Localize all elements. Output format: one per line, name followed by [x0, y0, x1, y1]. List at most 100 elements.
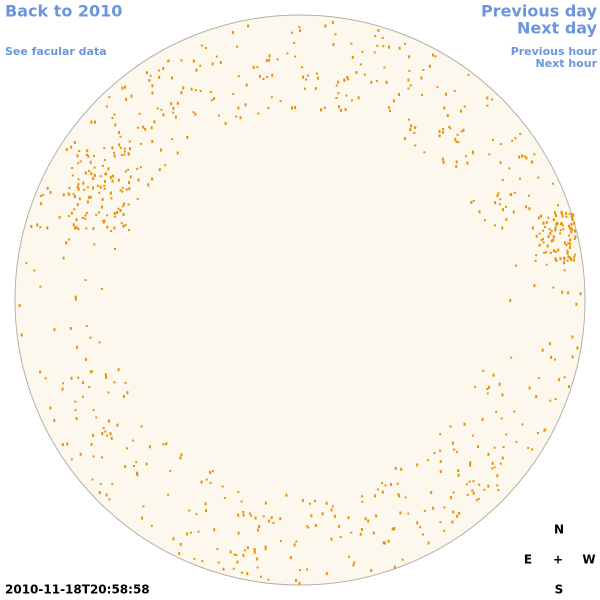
facula: [566, 249, 569, 253]
facula: [148, 79, 151, 82]
facula: [558, 378, 561, 382]
facula: [101, 456, 104, 459]
facula: [397, 493, 400, 496]
facula: [543, 428, 546, 432]
facula: [249, 512, 251, 515]
facula: [554, 228, 557, 232]
facula: [340, 108, 342, 112]
facula: [109, 191, 112, 195]
facula: [176, 101, 179, 105]
facula: [375, 514, 378, 518]
facula: [439, 460, 442, 464]
facula: [423, 509, 426, 512]
facula: [223, 497, 226, 499]
facula: [285, 493, 288, 497]
facula: [573, 221, 576, 225]
facula: [422, 533, 424, 536]
facula: [439, 433, 442, 436]
facula: [74, 297, 77, 301]
facula: [457, 469, 460, 473]
facula: [142, 505, 145, 508]
facula: [85, 153, 88, 156]
facula: [78, 197, 81, 201]
facula: [172, 537, 175, 541]
facula: [192, 59, 195, 63]
facula: [432, 54, 435, 57]
facula: [308, 502, 311, 505]
facula: [501, 179, 504, 181]
facula: [103, 179, 106, 183]
facula: [270, 516, 273, 520]
facula: [291, 106, 293, 110]
facula: [239, 116, 242, 120]
facula: [433, 452, 436, 455]
facula: [316, 76, 319, 80]
facula: [537, 432, 539, 434]
facula: [114, 123, 117, 127]
facula: [279, 540, 282, 543]
previous-day-link[interactable]: Previous day: [481, 2, 598, 21]
facula: [307, 526, 310, 529]
facula: [180, 91, 183, 95]
facula: [194, 89, 197, 91]
facula: [128, 229, 130, 232]
facula: [500, 417, 503, 420]
facula: [99, 483, 102, 486]
facula: [428, 64, 431, 68]
facula: [151, 91, 154, 95]
facula: [182, 86, 185, 90]
facula: [538, 232, 541, 235]
facula: [381, 482, 384, 485]
facula: [443, 106, 446, 110]
facula: [499, 198, 502, 201]
facula: [111, 146, 114, 150]
facula: [473, 385, 476, 388]
next-day-link[interactable]: Next day: [517, 19, 598, 38]
facula: [552, 238, 555, 242]
facula: [158, 168, 161, 172]
facular-link[interactable]: See facular data: [5, 45, 107, 58]
next-hour-link[interactable]: Next hour: [536, 57, 598, 70]
facula: [567, 234, 570, 237]
facula: [89, 195, 92, 199]
facula: [315, 72, 318, 75]
facula: [46, 226, 49, 230]
facula: [102, 427, 105, 429]
facula: [546, 244, 549, 248]
facula: [527, 446, 530, 449]
facula: [337, 524, 340, 528]
facula: [501, 226, 504, 230]
facula: [438, 134, 441, 138]
facula: [409, 128, 412, 132]
facula: [169, 469, 172, 472]
facula: [136, 471, 138, 475]
back-link[interactable]: Back to 2010: [5, 2, 122, 21]
facula: [396, 482, 399, 485]
previous-hour-link[interactable]: Previous hour: [511, 45, 598, 58]
facula: [257, 112, 260, 115]
facula: [562, 228, 565, 231]
timestamp: 2010-11-18T20:58:58: [5, 583, 150, 597]
facula: [107, 167, 110, 171]
facula: [294, 55, 297, 58]
facula: [193, 557, 196, 560]
facula: [361, 500, 364, 503]
facula: [93, 166, 96, 169]
facula: [73, 141, 76, 144]
facula: [84, 279, 87, 282]
facula: [106, 214, 109, 217]
facula: [436, 86, 439, 89]
facula: [294, 106, 297, 110]
facula: [146, 71, 148, 75]
facula: [201, 560, 204, 563]
facula: [457, 141, 460, 144]
facula: [40, 194, 42, 197]
facula: [114, 248, 116, 250]
facula: [469, 461, 472, 465]
facula: [85, 212, 88, 214]
facula: [245, 83, 248, 87]
facula: [217, 561, 220, 564]
facula: [563, 376, 566, 379]
facula: [346, 76, 349, 78]
facula: [337, 92, 340, 95]
